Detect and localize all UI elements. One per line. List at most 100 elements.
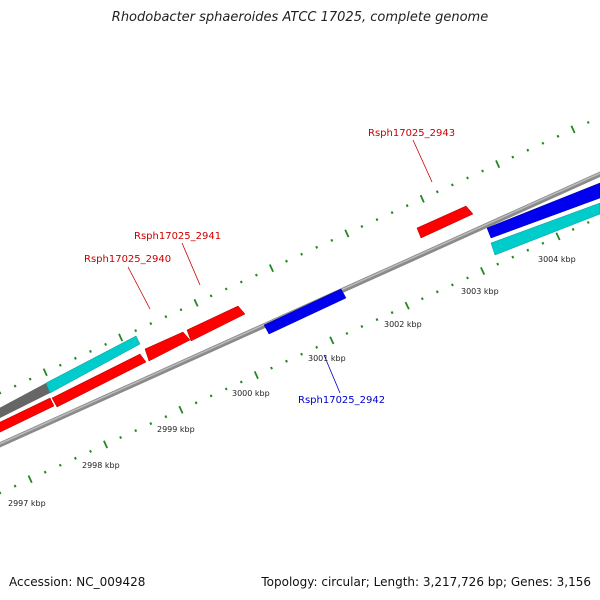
minor-tick <box>571 227 575 231</box>
minor-tick <box>481 169 485 173</box>
minor-tick <box>300 252 304 256</box>
minor-tick <box>89 349 92 353</box>
gene-label-2943[interactable]: Rsph17025_2943 <box>368 128 455 139</box>
minor-tick <box>224 387 228 391</box>
callout-lines <box>127 139 433 394</box>
minor-tick <box>405 204 409 208</box>
blue-gene[interactable] <box>263 288 347 335</box>
minor-tick <box>13 384 17 388</box>
minor-tick <box>315 345 319 349</box>
minor-tick <box>360 324 364 329</box>
kbp-label: 3001 kbp <box>308 354 346 363</box>
minor-tick <box>134 429 138 433</box>
major-tick <box>118 333 124 342</box>
minor-tick <box>239 280 243 284</box>
major-tick <box>570 125 576 134</box>
minor-tick <box>466 176 469 180</box>
minor-tick <box>119 435 123 440</box>
minor-tick <box>496 262 500 266</box>
red-gene[interactable] <box>416 205 474 239</box>
callout-line-2943 <box>412 139 433 183</box>
red-gene[interactable] <box>186 305 246 342</box>
reverse-strand-features <box>263 182 600 335</box>
major-tick <box>103 440 109 449</box>
minor-tick <box>375 218 379 222</box>
major-tick <box>344 229 350 238</box>
minor-tick <box>526 148 530 152</box>
forward-strand-features <box>0 205 474 437</box>
minor-tick <box>73 356 77 360</box>
major-tick <box>419 194 425 203</box>
minor-tick <box>179 308 183 312</box>
minor-tick <box>28 377 32 381</box>
major-tick <box>268 264 274 273</box>
minor-tick <box>149 322 153 326</box>
minor-tick <box>194 401 198 405</box>
minor-tick <box>270 366 273 370</box>
minor-tick <box>541 141 545 145</box>
kbp-label: 3000 kbp <box>232 389 270 398</box>
minor-tick <box>586 120 590 124</box>
gene-label-2940[interactable]: Rsph17025_2940 <box>84 254 171 265</box>
minor-tick <box>134 329 138 333</box>
cyan-feature <box>45 335 141 394</box>
minor-tick <box>209 394 213 398</box>
minor-tick <box>586 220 590 224</box>
minor-tick <box>0 491 2 495</box>
minor-tick <box>73 456 77 460</box>
accession-info: Accession: NC_009428 <box>9 575 146 589</box>
gray-feature <box>0 383 50 418</box>
minor-tick <box>435 190 439 194</box>
major-tick <box>404 301 410 310</box>
major-tick <box>480 267 486 275</box>
minor-tick <box>330 238 334 242</box>
minor-tick <box>285 359 288 363</box>
minor-tick <box>13 484 17 488</box>
callout-line-2942 <box>323 354 341 394</box>
minor-tick <box>541 241 545 245</box>
gene-label-2942[interactable]: Rsph17025_2942 <box>298 395 385 406</box>
major-tick <box>178 405 184 414</box>
minor-tick <box>450 283 454 287</box>
major-tick <box>329 336 335 345</box>
kbp-label: 2997 kbp <box>8 499 46 508</box>
minor-tick <box>239 380 243 384</box>
minor-tick <box>104 342 108 346</box>
minor-tick <box>224 287 228 291</box>
minor-tick <box>164 315 168 319</box>
blue-gene[interactable] <box>486 182 600 239</box>
cyan-feature <box>490 202 600 256</box>
minor-tick <box>0 391 2 395</box>
minor-tick <box>345 331 349 335</box>
minor-tick <box>164 415 168 419</box>
lower-tick-track <box>0 220 590 495</box>
minor-tick <box>420 297 424 301</box>
callout-line-2941 <box>181 242 201 286</box>
minor-tick <box>466 276 469 280</box>
major-tick <box>42 368 48 377</box>
minor-tick <box>58 463 62 467</box>
callout-line-2940 <box>127 266 151 310</box>
genome-stats: Topology: circular; Length: 3,217,726 bp… <box>261 575 591 589</box>
red-gene[interactable] <box>144 331 191 362</box>
minor-tick <box>315 245 319 249</box>
minor-tick <box>511 255 515 259</box>
red-gene[interactable] <box>51 353 147 408</box>
minor-tick <box>526 248 530 252</box>
minor-tick <box>435 290 439 294</box>
kbp-label: 3004 kbp <box>538 255 576 264</box>
gene-label-2941[interactable]: Rsph17025_2941 <box>134 231 221 242</box>
major-tick <box>27 475 33 484</box>
minor-tick <box>360 224 364 229</box>
upper-tick-track <box>0 120 590 395</box>
minor-tick <box>375 318 379 322</box>
map-title: Rhodobacter sphaeroides ATCC 17025, comp… <box>111 10 489 25</box>
minor-tick <box>390 311 394 315</box>
minor-tick <box>43 470 47 474</box>
minor-tick <box>450 183 454 187</box>
major-tick <box>495 160 501 169</box>
red-gene[interactable] <box>0 397 55 437</box>
minor-tick <box>390 211 394 215</box>
minor-tick <box>285 259 288 263</box>
